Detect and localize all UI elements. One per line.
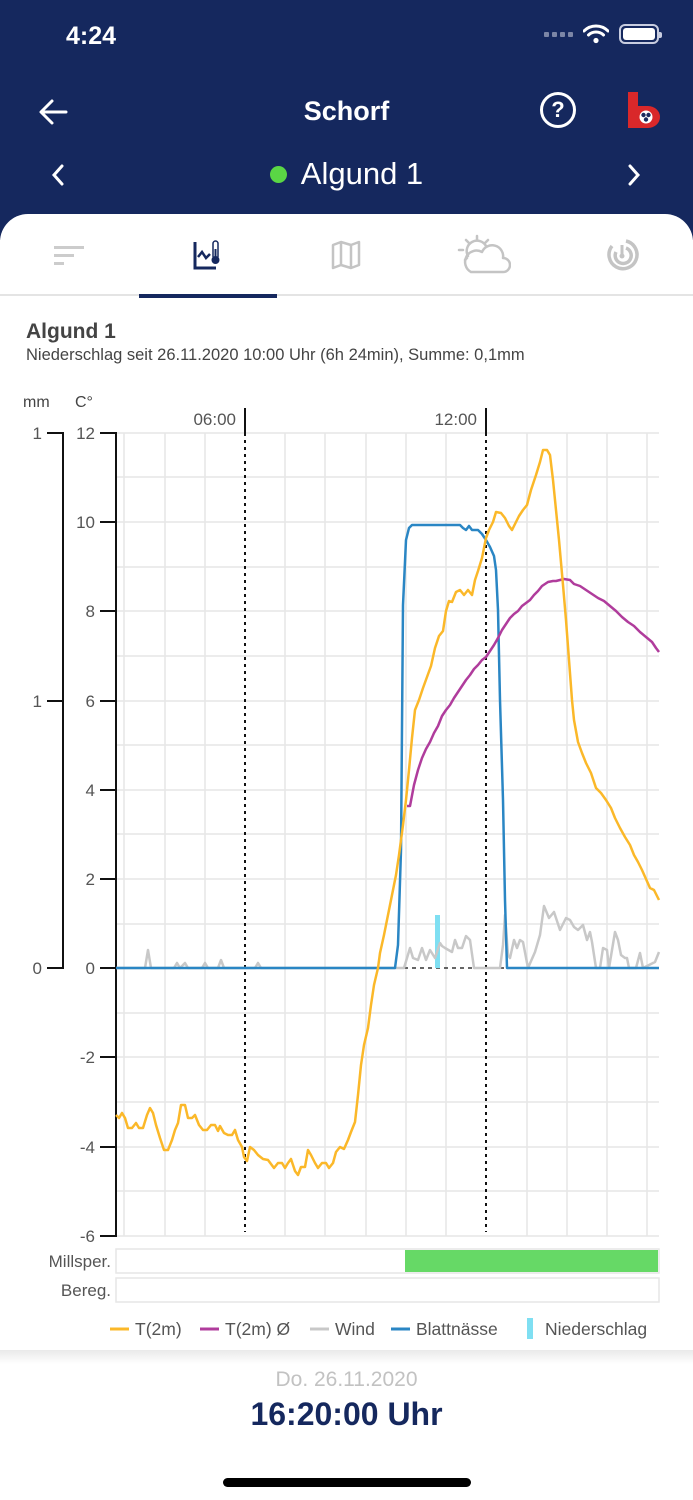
svg-text:-2: -2 <box>80 1048 95 1067</box>
series-t2m[interactable] <box>115 448 661 1177</box>
svg-text:1: 1 <box>33 424 42 443</box>
celsius-axis-label: C° <box>75 394 93 411</box>
svg-text:-6: -6 <box>80 1227 95 1246</box>
sun-cloud-icon <box>457 234 511 274</box>
cellular-signal-icon <box>544 31 573 37</box>
millsper-bar-active[interactable] <box>405 1250 658 1272</box>
chart-thermometer-icon <box>193 240 220 270</box>
page-title: Schorf <box>303 96 390 126</box>
map-icon <box>331 240 361 270</box>
app-header: 4:24 Schorf ? Algund 1 <box>0 0 693 240</box>
legend-item-t2m-avg[interactable]: T(2m) Ø <box>200 1319 291 1339</box>
svg-text:1: 1 <box>33 692 42 711</box>
arrow-left-icon[interactable] <box>36 94 72 130</box>
legend-item-t2m[interactable]: T(2m) <box>110 1319 182 1339</box>
legend-item-niederschlag[interactable]: Niederschlag <box>527 1318 647 1339</box>
bereg-label: Bereg. <box>61 1281 111 1300</box>
nav-row: Schorf ? <box>0 86 693 136</box>
svg-text:6: 6 <box>86 692 95 711</box>
series-blattnaesse[interactable] <box>116 523 659 970</box>
tab-list[interactable] <box>0 214 138 296</box>
svg-text:0: 0 <box>33 959 42 978</box>
battery-icon <box>619 24 662 44</box>
svg-text:-4: -4 <box>80 1138 95 1157</box>
wifi-icon <box>583 24 609 44</box>
chevron-right-icon <box>628 164 641 186</box>
celsius-axis: 12 10 8 6 4 2 0 -2 -4 -6 <box>76 424 117 1246</box>
chart-legend: T(2m) T(2m) Ø Wind Blattnässe Niederschl… <box>110 1318 647 1339</box>
tab-map[interactable] <box>277 214 415 296</box>
station-selector: Algund 1 <box>0 150 693 200</box>
tab-chart[interactable] <box>139 214 277 298</box>
help-button[interactable]: ? <box>540 92 576 128</box>
selected-date: Do. 26.11.2020 <box>275 1368 418 1391</box>
svg-text:10: 10 <box>76 513 95 532</box>
svg-text:4: 4 <box>86 781 95 800</box>
sort-list-icon <box>54 246 84 265</box>
home-indicator[interactable] <box>223 1478 471 1487</box>
svg-text:Niederschlag: Niederschlag <box>545 1319 647 1339</box>
tab-radar[interactable] <box>553 214 691 296</box>
svg-text:Blattnässe: Blattnässe <box>416 1319 498 1339</box>
mm-axis: 1 1 0 <box>33 424 64 978</box>
svg-text:0: 0 <box>86 959 95 978</box>
previous-station-button[interactable] <box>46 160 70 190</box>
x-tick-1200: 12:00 <box>434 410 477 429</box>
station-name: Algund 1 <box>0 156 693 192</box>
legend-item-blattnaesse[interactable]: Blattnässe <box>391 1319 498 1339</box>
weather-chart[interactable]: mm C° 06:00 12: <box>0 380 693 1350</box>
svg-text:T(2m): T(2m) <box>135 1319 182 1339</box>
chart-title: Algund 1 <box>26 320 116 343</box>
next-station-button[interactable] <box>622 160 646 190</box>
station-name-label: Algund 1 <box>300 156 424 191</box>
selected-time: 16:20:00 Uhr <box>250 1396 443 1432</box>
radar-icon <box>607 239 639 271</box>
chevron-left-icon <box>51 164 64 186</box>
svg-text:T(2m) Ø: T(2m) Ø <box>225 1319 291 1339</box>
svg-text:Wind: Wind <box>335 1319 375 1339</box>
chart-subtitle: Niederschlag seit 26.11.2020 10:00 Uhr (… <box>26 346 525 364</box>
svg-text:2: 2 <box>86 870 95 889</box>
bereg-bar-track <box>115 1277 660 1303</box>
horizontal-gridlines <box>116 432 659 1237</box>
x-tick-0600: 06:00 <box>193 410 236 429</box>
niederschlag-bar[interactable] <box>435 915 440 968</box>
brand-logo-icon[interactable] <box>626 92 660 128</box>
footer-divider <box>0 1350 693 1364</box>
series-t2m-avg[interactable] <box>407 577 660 808</box>
svg-text:12: 12 <box>76 424 95 443</box>
station-status-dot <box>269 165 287 183</box>
mm-axis-label: mm <box>23 394 50 411</box>
svg-text:8: 8 <box>86 602 95 621</box>
series-wind[interactable] <box>116 904 661 970</box>
legend-item-wind[interactable]: Wind <box>310 1319 375 1339</box>
status-icons <box>544 24 662 44</box>
tab-weather[interactable] <box>415 214 553 296</box>
status-time: 4:24 <box>66 22 117 50</box>
tab-bar <box>0 214 693 298</box>
millsper-label: Millsper. <box>49 1252 111 1271</box>
vertical-gridlines <box>123 433 648 1236</box>
